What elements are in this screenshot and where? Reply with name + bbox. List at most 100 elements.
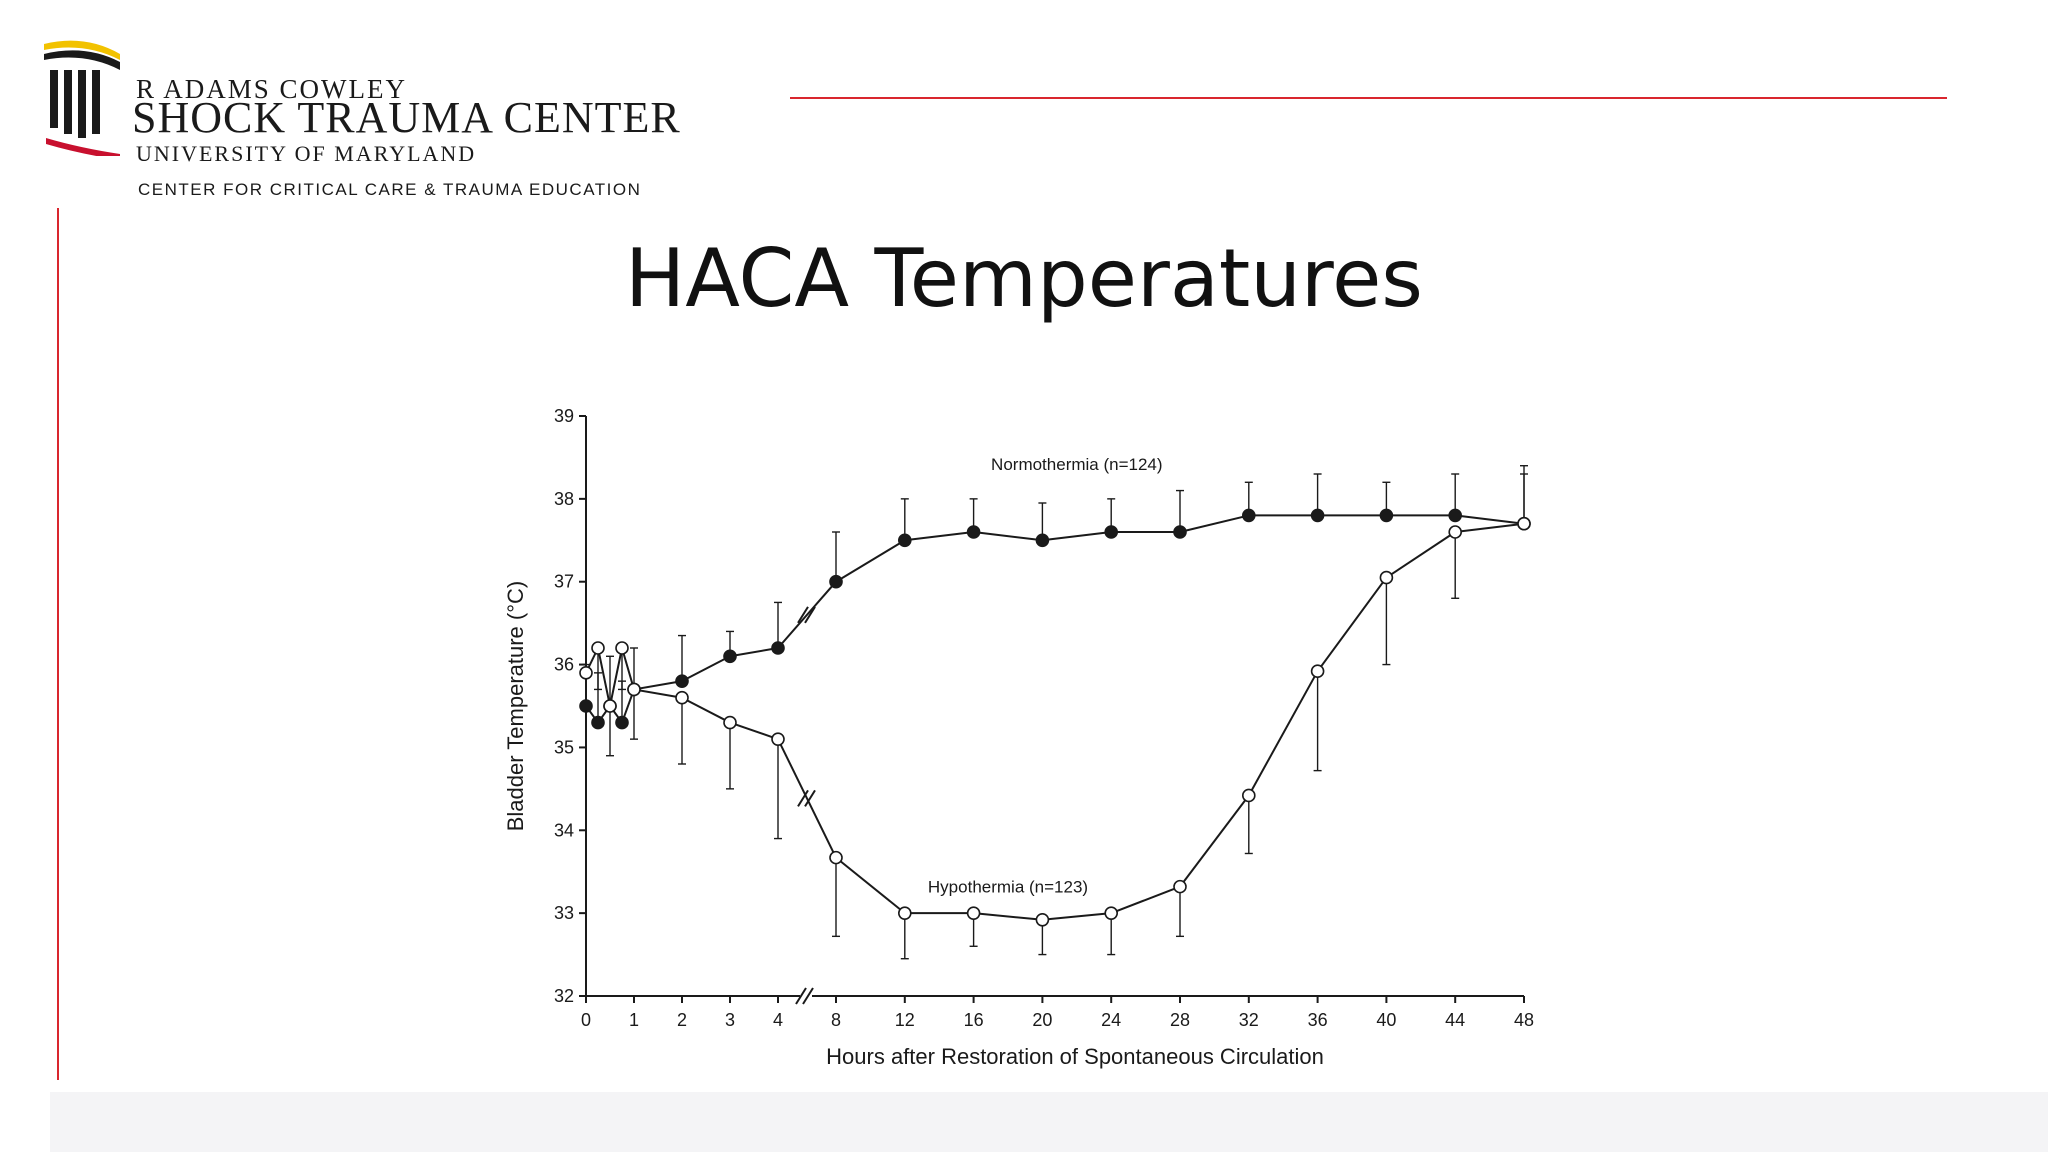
- hypothermia-point: [723, 715, 737, 730]
- x-tick-label: 20: [1032, 1010, 1052, 1030]
- x-axis-break-mark: [802, 987, 814, 1005]
- logo-line-3: University of Maryland: [136, 141, 477, 166]
- series-line-segment: [621, 647, 635, 690]
- normothermia-point: [675, 674, 689, 688]
- chart-series: [579, 465, 1531, 960]
- series-line-segment: [1385, 531, 1456, 579]
- normothermia-point: [1310, 508, 1325, 523]
- series-line-segment: [777, 581, 837, 649]
- hypothermia-point: [1517, 516, 1531, 531]
- series-line-segment: [609, 647, 623, 707]
- hypothermia-point: [966, 906, 981, 920]
- y-tick-label: 36: [554, 655, 574, 675]
- y-tick-label: 39: [554, 406, 574, 426]
- hypothermia-point: [615, 641, 629, 655]
- x-tick-label: 28: [1170, 1010, 1190, 1030]
- header-rule: [790, 97, 1947, 99]
- x-tick-label: 8: [831, 1010, 841, 1030]
- y-tick-label: 34: [554, 820, 574, 840]
- x-tick-label: 2: [677, 1010, 687, 1030]
- pillars-logo-icon: [44, 40, 120, 156]
- normothermia-point: [1241, 508, 1256, 523]
- series-line-segment: [681, 696, 731, 724]
- series-line-segment: [597, 647, 611, 707]
- hypothermia-point: [1173, 879, 1187, 894]
- curve-break-mark: [804, 606, 816, 624]
- x-axis-label: Hours after Restoration of Spontaneous C…: [826, 1044, 1324, 1069]
- series-line-segment: [1042, 531, 1112, 542]
- series-line-segment: [1247, 670, 1319, 796]
- hypothermia-point: [771, 732, 785, 746]
- slide-title: HACA Temperatures: [625, 232, 1423, 325]
- x-axis-break-mark: [795, 987, 807, 1005]
- x-tick-label: 1: [629, 1010, 639, 1030]
- normothermia-point: [1104, 525, 1119, 539]
- series-line-segment: [835, 856, 906, 914]
- curve-break-mark: [797, 789, 809, 807]
- normothermia-point: [723, 649, 737, 664]
- series-line-segment: [1179, 514, 1250, 533]
- series-line-segment: [1042, 912, 1112, 921]
- series-normothermia: [579, 465, 1531, 730]
- y-tick-label: 32: [554, 986, 574, 1006]
- hypothermia-point: [1448, 525, 1463, 539]
- hypothermia-point: [591, 641, 605, 655]
- hypothermia-point: [603, 699, 617, 713]
- normothermia-point: [591, 715, 605, 730]
- normothermia-point: [1379, 508, 1394, 523]
- normothermia-point: [1035, 533, 1050, 548]
- x-tick-label: 36: [1308, 1010, 1328, 1030]
- hypothermia-point: [675, 690, 689, 705]
- hypothermia-point: [1241, 788, 1256, 803]
- series-line-segment: [1316, 576, 1388, 672]
- series-line-segment: [1110, 885, 1181, 915]
- normothermia-point: [771, 641, 785, 655]
- hypothermia-point: [1310, 664, 1325, 679]
- series-line-segment: [777, 738, 837, 859]
- normothermia-point: [615, 715, 629, 730]
- logo-line-1: R Adams Cowley: [136, 74, 408, 104]
- x-tick-label: 32: [1239, 1010, 1259, 1030]
- series-line-segment: [1179, 794, 1250, 888]
- series-line-segment: [1455, 522, 1525, 533]
- hypothermia-point: [1379, 570, 1394, 585]
- normothermia-point: [1173, 525, 1187, 539]
- logo-line-4: Center for Critical Care & Trauma Educat…: [138, 180, 642, 199]
- series-line-segment: [1455, 514, 1525, 525]
- series-line-segment: [973, 912, 1043, 921]
- x-tick-label: 12: [895, 1010, 915, 1030]
- x-tick-label: 4: [773, 1010, 783, 1030]
- hypothermia-point: [1035, 912, 1050, 927]
- y-axis-label: Bladder Temperature (°C): [503, 581, 528, 832]
- normothermia-label: Normothermia (n=124): [991, 455, 1163, 474]
- hypothermia-point: [897, 906, 912, 920]
- x-tick-label: 24: [1101, 1010, 1121, 1030]
- hypothermia-label: Hypothermia (n=123): [928, 877, 1088, 896]
- y-tick-label: 38: [554, 489, 574, 509]
- series-line-segment: [729, 721, 779, 741]
- bottom-band: [50, 1092, 2048, 1152]
- series-line-segment: [633, 680, 683, 691]
- series-line-segment: [973, 531, 1043, 542]
- x-tick-label: 16: [964, 1010, 984, 1030]
- normothermia-point: [897, 533, 912, 548]
- normothermia-point: [829, 574, 843, 589]
- y-tick-label: 37: [554, 572, 574, 592]
- series-line-segment: [681, 655, 731, 683]
- series-hypothermia: [579, 473, 1531, 960]
- x-tick-label: 44: [1445, 1010, 1465, 1030]
- y-tick-label: 33: [554, 903, 574, 923]
- logo-line-2: Shock Trauma Center: [132, 93, 681, 142]
- x-tick-label: 40: [1376, 1010, 1396, 1030]
- curve-break-mark: [804, 789, 816, 807]
- normothermia-point: [1448, 508, 1463, 523]
- x-tick-label: 0: [581, 1010, 591, 1030]
- hypothermia-point: [1104, 906, 1119, 920]
- series-line-segment: [633, 688, 683, 699]
- hypothermia-point: [579, 666, 593, 680]
- y-tick-label: 35: [554, 737, 574, 757]
- series-line-segment: [835, 539, 906, 583]
- x-tick-label: 48: [1514, 1010, 1534, 1030]
